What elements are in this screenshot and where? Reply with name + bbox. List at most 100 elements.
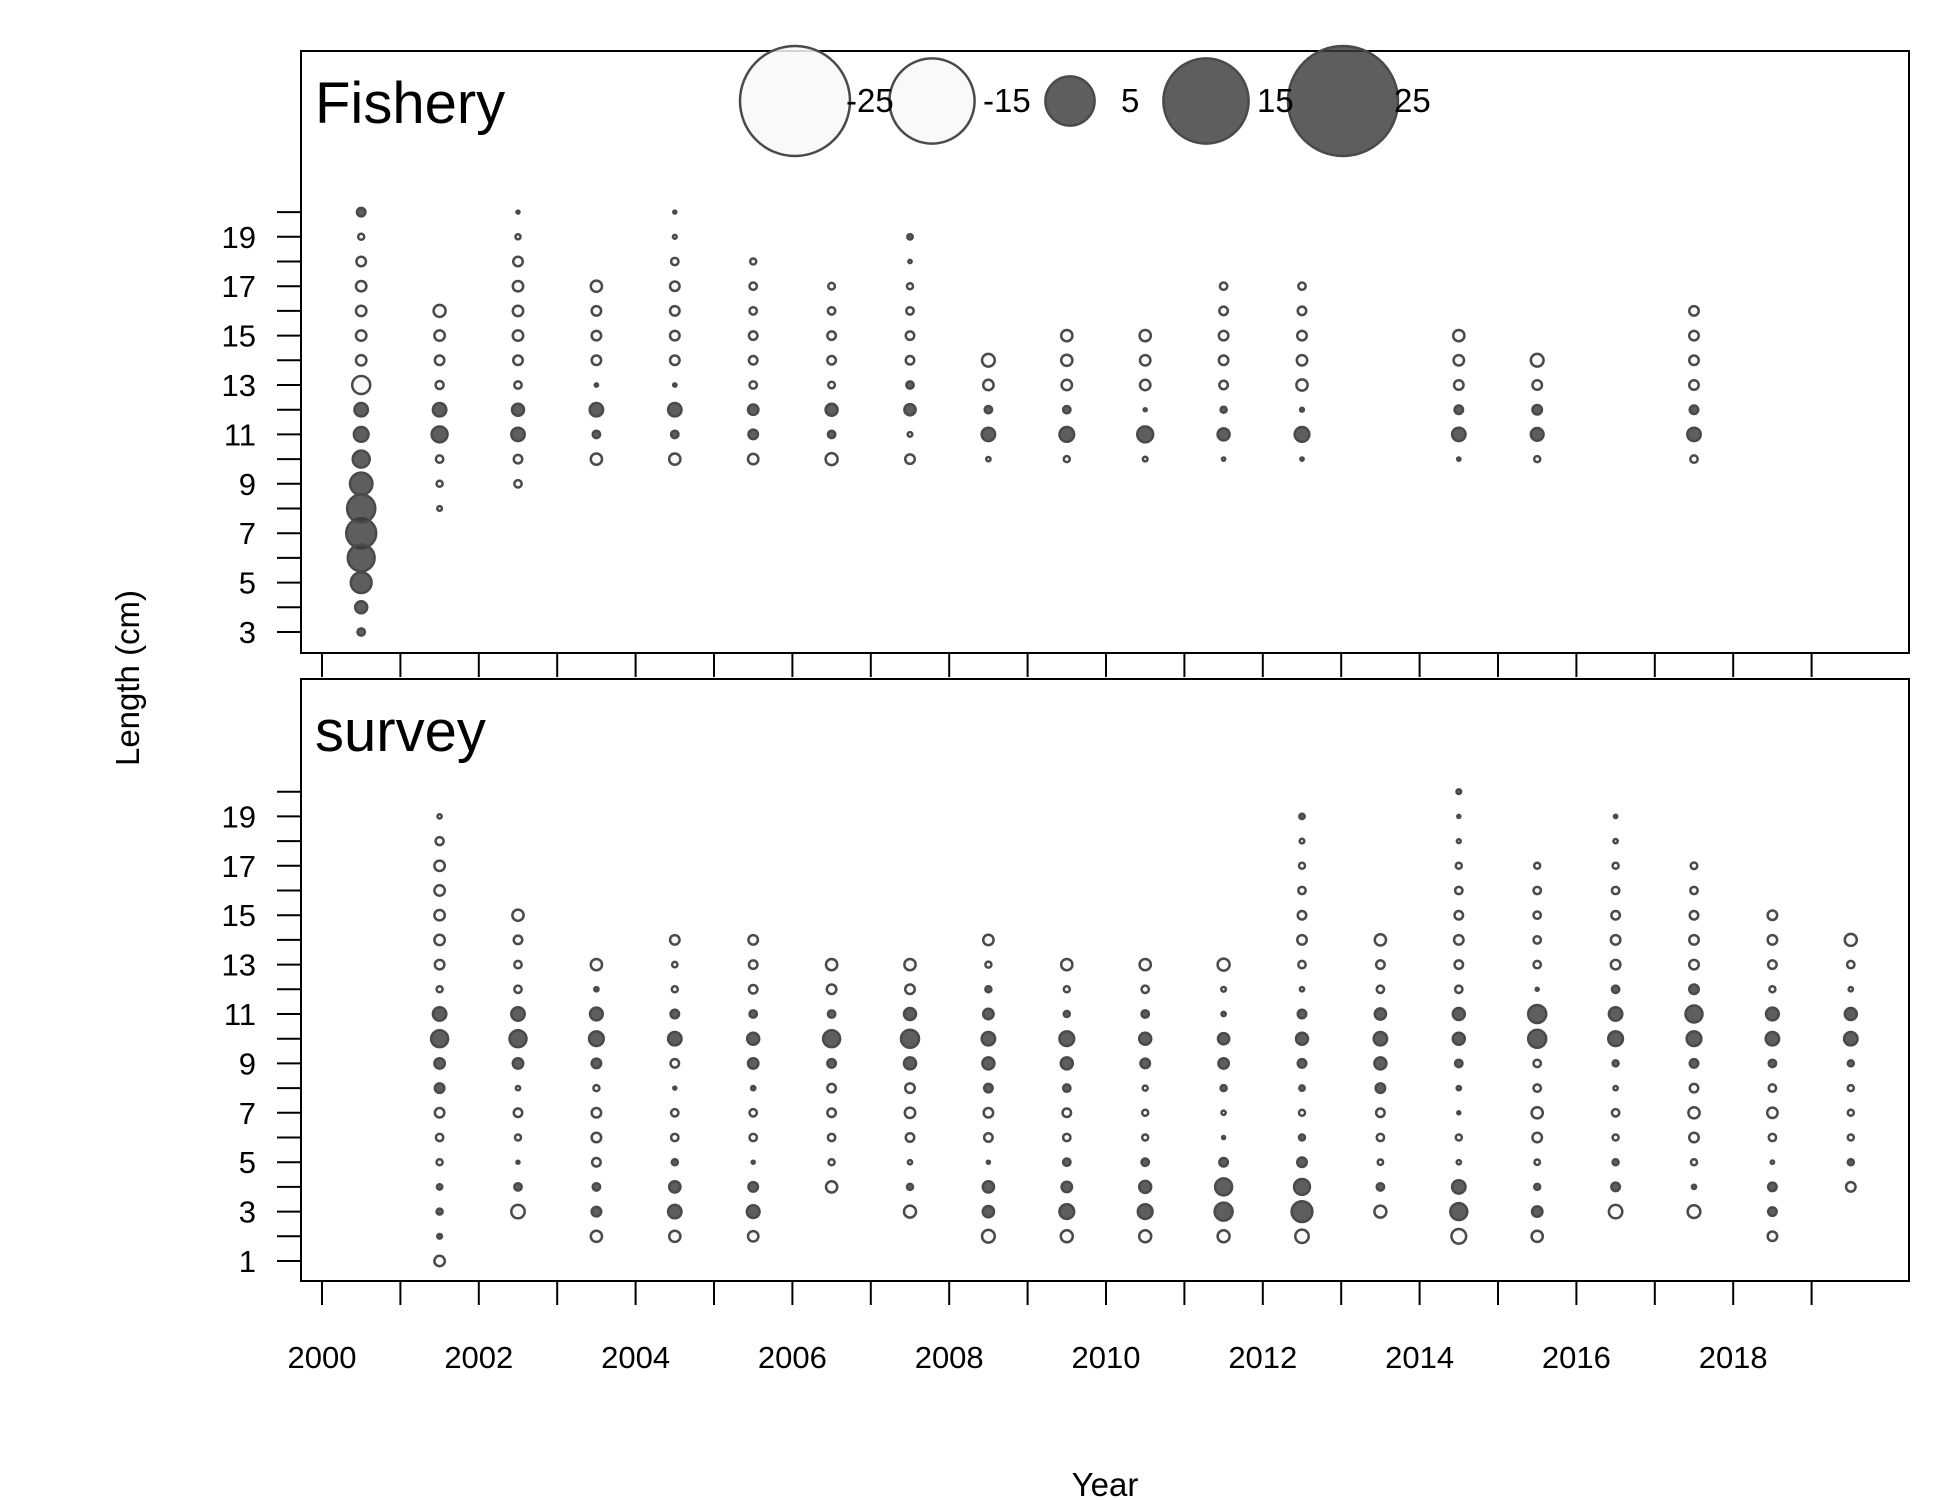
bubble-point xyxy=(435,1157,444,1167)
bubble-point xyxy=(1061,404,1072,415)
bubble-point xyxy=(1298,837,1306,845)
bubble-point xyxy=(1449,1201,1469,1222)
y-tick-label: 9 xyxy=(239,467,256,502)
bubble-point xyxy=(433,1254,447,1268)
bubble-point xyxy=(824,451,839,467)
bubble-point xyxy=(1220,1109,1227,1117)
bubble-point xyxy=(1451,1006,1467,1022)
bubble-point xyxy=(1298,406,1306,413)
bubble-point xyxy=(1058,1203,1076,1221)
bubble-point xyxy=(669,1057,681,1069)
bubble-point xyxy=(1766,909,1779,922)
bubble-point xyxy=(429,1028,450,1049)
x-axis-title: Year xyxy=(1072,1466,1139,1500)
bubble-point xyxy=(666,1203,683,1220)
bubble-point xyxy=(1607,1006,1624,1022)
bubble-point xyxy=(1292,1177,1312,1197)
bubble-point xyxy=(1689,885,1699,896)
bubble-point xyxy=(1843,1006,1859,1022)
bubble-point xyxy=(671,382,678,388)
bubble-point xyxy=(1688,933,1700,946)
bubble-point xyxy=(1220,456,1227,462)
bubble-point xyxy=(1219,405,1228,414)
bubble-point xyxy=(1296,909,1308,921)
bubble-point xyxy=(1061,1157,1072,1168)
bubble-point xyxy=(436,1232,444,1240)
bubble-point xyxy=(1531,379,1544,391)
bubble-point xyxy=(1612,813,1619,820)
bubble-point xyxy=(1532,1083,1543,1094)
bubble-point xyxy=(1768,985,1777,994)
bubble-point xyxy=(1530,1229,1545,1244)
bubble-point xyxy=(588,401,605,418)
bubble-point xyxy=(1531,403,1544,416)
bubble-point xyxy=(903,402,917,417)
bubble-point xyxy=(746,1056,760,1070)
bubble-point xyxy=(981,1056,996,1071)
bubble-point xyxy=(514,233,522,241)
bubble-point xyxy=(354,329,368,343)
x-tick-label: 2004 xyxy=(601,1340,670,1375)
bubble-point xyxy=(590,1131,603,1144)
bubble-point xyxy=(905,1182,915,1192)
y-tick-label: 11 xyxy=(224,997,256,1032)
bubble-point xyxy=(353,401,370,418)
bubble-point xyxy=(348,471,374,497)
bubble-point xyxy=(590,329,603,342)
bubble-point xyxy=(433,884,447,897)
bubble-point xyxy=(1376,1158,1385,1167)
bubble-point xyxy=(1765,1106,1779,1120)
bubble-point xyxy=(748,281,759,292)
y-tick-label: 19 xyxy=(222,220,256,255)
bubble-point xyxy=(1296,1156,1308,1169)
bubble-point xyxy=(588,1006,605,1022)
bubble-point xyxy=(982,1106,995,1119)
bubble-point xyxy=(669,1132,680,1143)
bubble-point xyxy=(433,859,447,873)
bubble-point xyxy=(667,1229,682,1244)
bubble-point xyxy=(1296,305,1308,317)
bubble-point xyxy=(1526,1028,1548,1049)
bubble-point xyxy=(1217,1056,1231,1070)
bubble-point xyxy=(672,1085,678,1091)
x-tick-label: 2016 xyxy=(1542,1340,1611,1375)
bubble-point xyxy=(1688,983,1700,996)
bubble-point xyxy=(434,835,445,847)
bubble-point xyxy=(826,1009,837,1019)
bubble-point xyxy=(747,983,759,995)
x-tick-label: 2000 xyxy=(288,1340,357,1375)
bubble-point xyxy=(1767,1132,1778,1143)
bubble-point xyxy=(980,352,997,368)
x-tick-label: 2012 xyxy=(1228,1340,1297,1375)
bubble-point xyxy=(1216,957,1231,972)
bubble-point xyxy=(1769,1159,1776,1166)
bubble-point xyxy=(1453,909,1465,921)
bubble-point xyxy=(982,1082,994,1094)
bubble-point xyxy=(1534,986,1540,993)
bubble-point xyxy=(670,960,679,969)
bubble-point xyxy=(1532,885,1543,896)
bubble-point xyxy=(434,379,445,391)
bubble-point xyxy=(1684,1004,1704,1024)
bubble-point xyxy=(1062,1009,1072,1019)
legend-bubble xyxy=(1044,75,1096,127)
bubble-point xyxy=(1767,1058,1778,1069)
bubble-point xyxy=(589,279,604,294)
bubble-point xyxy=(1843,932,1859,948)
bubble-point xyxy=(1374,1082,1387,1095)
bubble-point xyxy=(1373,1007,1388,1021)
bubble-point xyxy=(1452,933,1465,946)
bubble-point xyxy=(672,209,678,215)
y-tick-label: 5 xyxy=(239,1145,256,1180)
bubble-point xyxy=(825,983,838,996)
bubble-point xyxy=(1296,933,1308,946)
bubble-point xyxy=(985,455,992,463)
bubble-point xyxy=(1612,1084,1619,1092)
legend-label: 25 xyxy=(1394,82,1431,119)
bubble-point xyxy=(1532,910,1543,921)
bubble-point xyxy=(1372,1030,1389,1047)
bubble-point xyxy=(1375,1132,1386,1143)
bubble-point xyxy=(355,206,367,218)
bubble-point xyxy=(1611,1059,1620,1068)
survey-bubbles xyxy=(429,788,1859,1268)
